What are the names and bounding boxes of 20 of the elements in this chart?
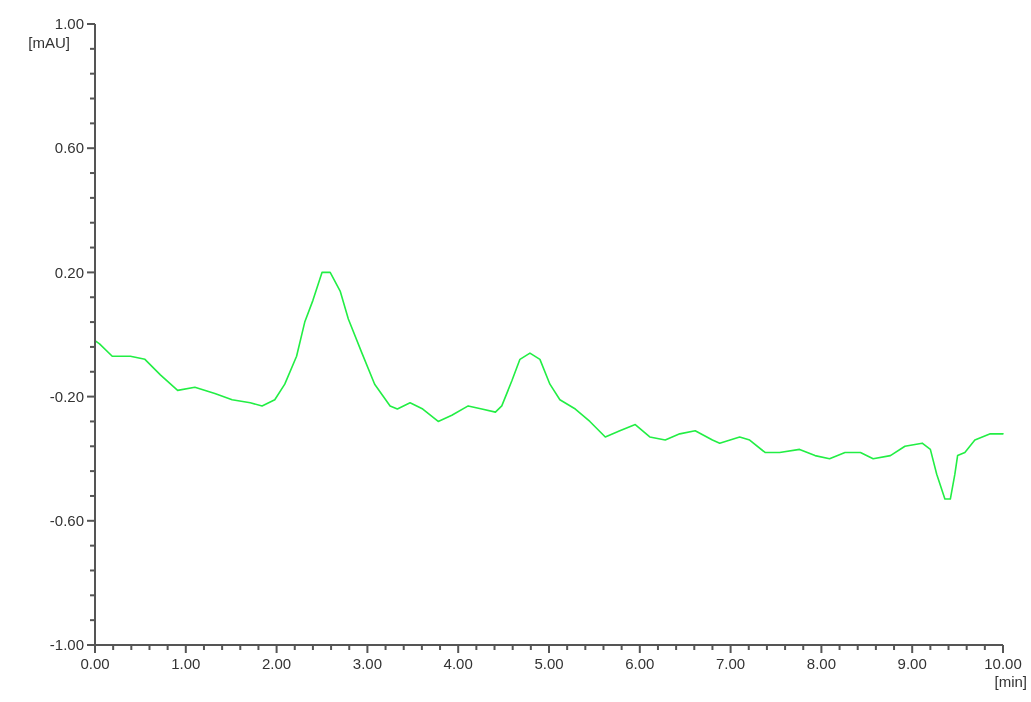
x-tick-label: 0.00 xyxy=(80,655,110,672)
x-axis-title: [min] xyxy=(994,673,1027,690)
x-tick-label: 6.00 xyxy=(625,655,655,672)
y-tick-label: 0.20 xyxy=(54,263,84,281)
y-tick-label: -1.00 xyxy=(49,636,84,654)
x-tick-label: 2.00 xyxy=(262,655,292,672)
x-tick-label: 4.00 xyxy=(443,655,473,672)
x-tick-label: 8.00 xyxy=(806,655,836,672)
x-tick-label: 1.00 xyxy=(171,655,201,672)
x-tick-label: 5.00 xyxy=(534,655,564,672)
y-tick-label: 0.60 xyxy=(54,139,84,157)
y-tick-label: -0.20 xyxy=(49,387,84,405)
x-tick-label: 3.00 xyxy=(352,655,382,672)
x-tick-label: 7.00 xyxy=(716,655,746,672)
line-series xyxy=(94,271,1004,500)
x-tick-label: 10.00 xyxy=(984,655,1022,672)
y-axis-title: [mAU] xyxy=(28,34,70,51)
y-tick-label: 1.00 xyxy=(54,15,84,33)
y-tick-label: -0.60 xyxy=(49,512,84,530)
x-tick-label: 9.00 xyxy=(897,655,927,672)
